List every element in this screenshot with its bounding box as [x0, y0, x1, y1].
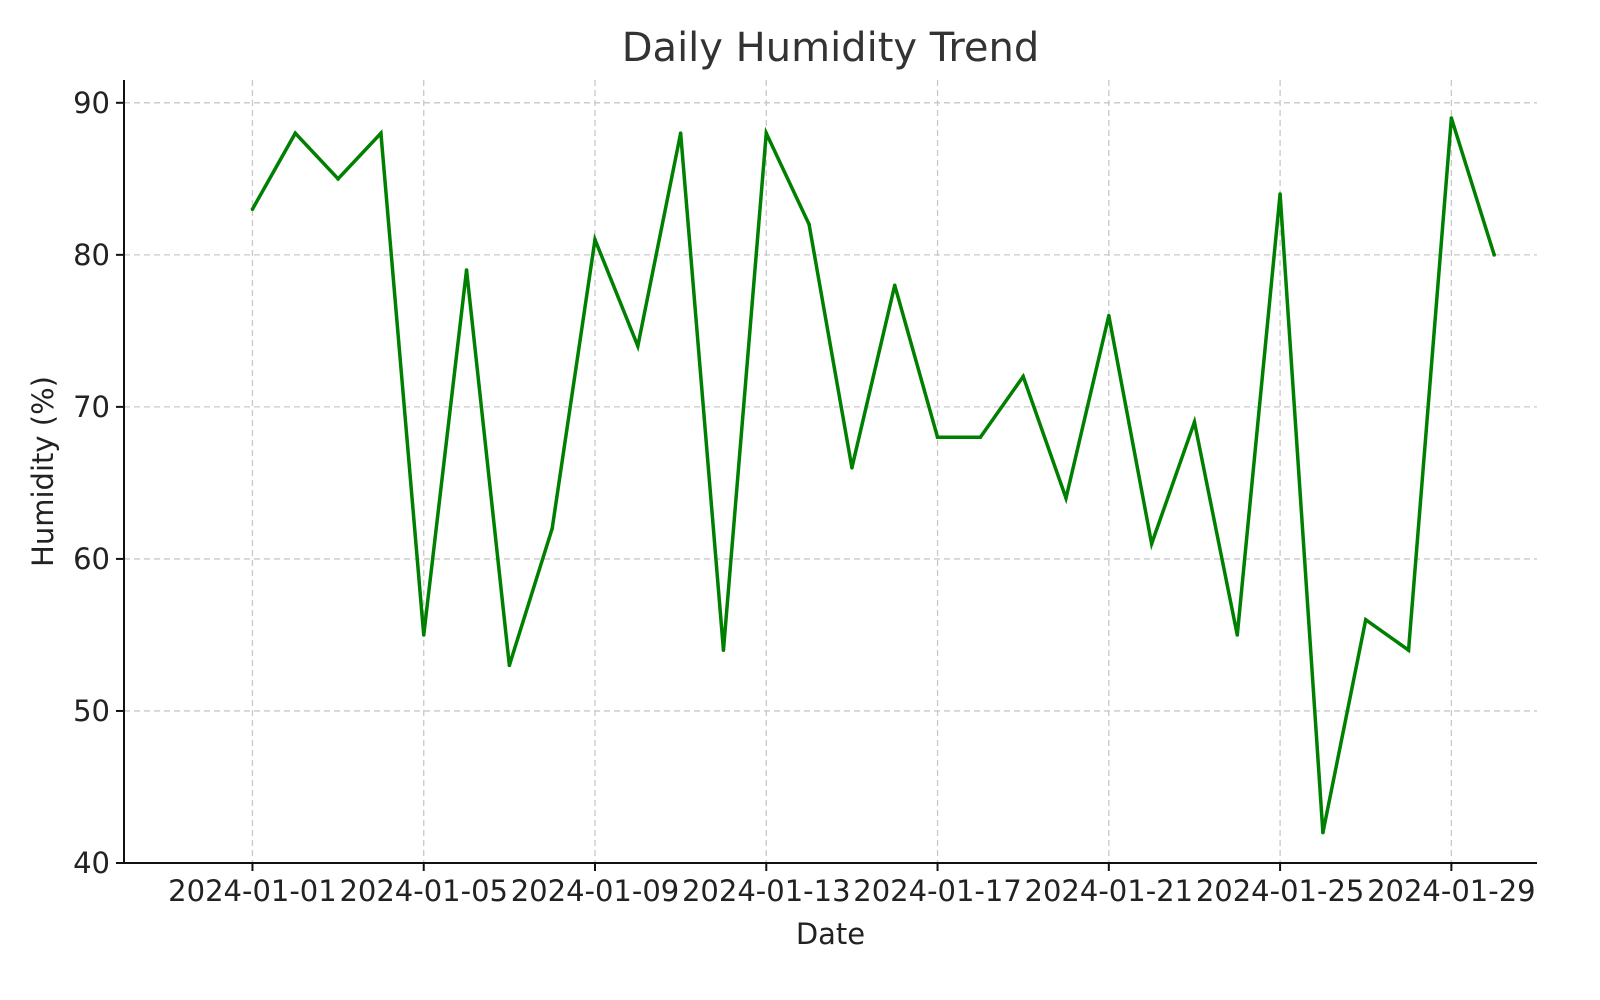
- data-point: [593, 237, 597, 242]
- data-point: [721, 648, 726, 652]
- data-point: [1363, 617, 1368, 622]
- data-point: [935, 435, 940, 440]
- data-point: [1278, 192, 1282, 196]
- data-point: [1107, 313, 1111, 318]
- data-point: [507, 663, 512, 668]
- data-point: [1192, 420, 1197, 424]
- y-tick-label: 60: [73, 542, 110, 576]
- humidity-series-line: [250, 117, 1496, 833]
- x-axis-label: Date: [796, 917, 865, 951]
- x-tick-label: 2024-01-29: [1367, 874, 1536, 908]
- x-axis-ticks: 2024-01-01 2024-01-05 2024-01-09 2024-01-13…: [168, 863, 1536, 908]
- x-tick-label: 2024-01-09: [511, 874, 680, 908]
- data-point: [550, 526, 554, 531]
- y-tick-label: 40: [73, 846, 110, 880]
- y-tick-label: 80: [73, 238, 110, 272]
- data-point: [678, 131, 683, 136]
- data-point: [636, 344, 640, 348]
- x-tick-label: 2024-01-17: [853, 874, 1022, 908]
- x-tick-label: 2024-01-25: [1196, 874, 1365, 908]
- data-point: [1021, 374, 1025, 379]
- data-point: [892, 283, 897, 288]
- data-point: [250, 207, 255, 212]
- x-tick-label: 2024-01-01: [168, 874, 337, 908]
- axes: [123, 80, 1537, 864]
- data-point: [764, 131, 769, 136]
- data-point: [1492, 253, 1496, 257]
- data-point: [850, 465, 854, 470]
- data-point: [1235, 633, 1240, 637]
- grid: [124, 80, 1537, 864]
- data-point: [464, 268, 469, 272]
- y-axis-label: Humidity (%): [26, 376, 60, 567]
- data-point: [336, 177, 340, 181]
- data-point: [1406, 648, 1411, 652]
- data-point: [1149, 541, 1154, 546]
- series-layer: [250, 116, 1496, 835]
- x-tick-label: 2024-01-13: [682, 874, 851, 908]
- data-point: [1064, 496, 1068, 500]
- x-tick-label: 2024-01-21: [1025, 874, 1194, 908]
- data-point: [379, 131, 383, 136]
- data-point: [807, 222, 811, 227]
- data-point: [1321, 830, 1325, 835]
- chart-title: Daily Humidity Trend: [622, 25, 1039, 71]
- data-point: [293, 131, 298, 136]
- data-point: [1449, 116, 1454, 120]
- data-point: [421, 633, 426, 637]
- y-tick-label: 70: [73, 390, 110, 424]
- y-tick-label: 90: [73, 86, 110, 120]
- y-tick-label: 50: [73, 694, 110, 728]
- x-tick-label: 2024-01-05: [339, 874, 508, 908]
- y-axis-ticks: 40 50 60 70 80 90: [73, 86, 124, 880]
- data-point: [978, 435, 983, 440]
